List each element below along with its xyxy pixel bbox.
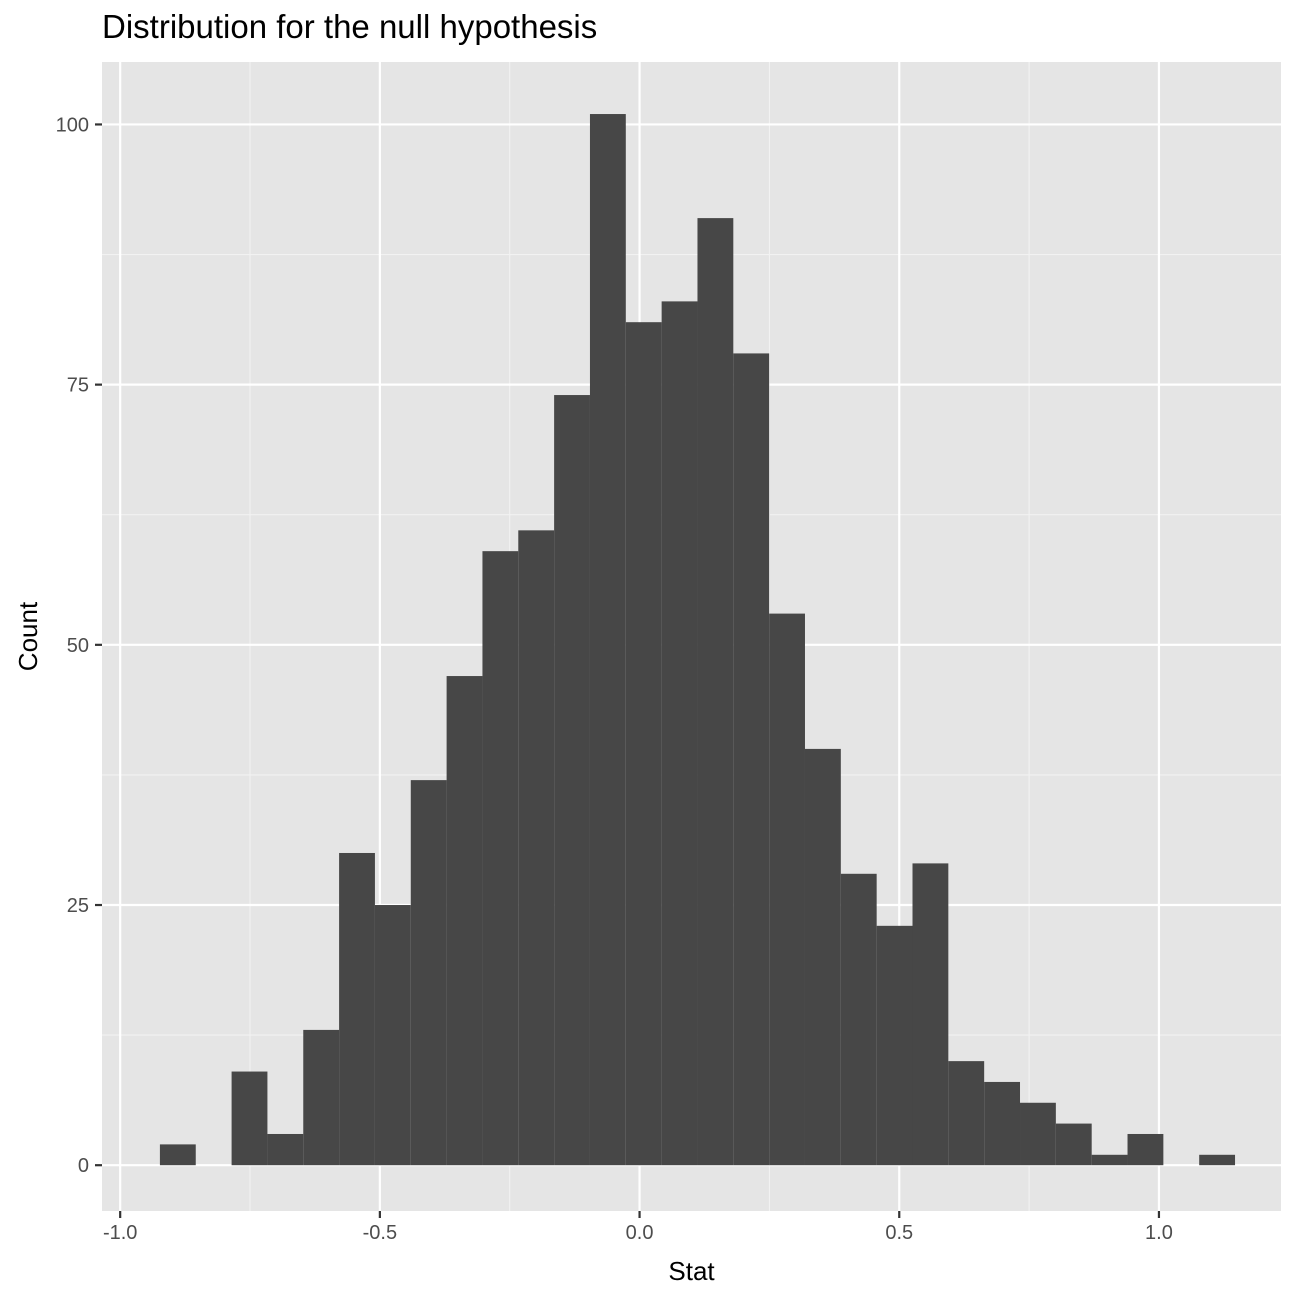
histogram-bar (733, 353, 770, 1166)
histogram-bar (769, 613, 805, 1166)
histogram-bar (697, 218, 734, 1166)
y-tick-label: 100 (56, 114, 89, 136)
histogram-bar (267, 1133, 304, 1166)
x-tick-label: 0.5 (885, 1222, 913, 1244)
histogram-bar (804, 748, 841, 1166)
histogram-bar (446, 676, 483, 1166)
x-tick-label: 1.0 (1145, 1222, 1173, 1244)
histogram-bar (374, 905, 411, 1166)
histogram-bars (159, 114, 1236, 1166)
x-axis: -1.0 -0.5 0.0 0.5 1.0 (103, 1211, 1173, 1244)
histogram-bar (948, 1061, 985, 1166)
y-tick-label: 50 (67, 635, 89, 657)
histogram-bar (339, 852, 375, 1166)
histogram-bar (1055, 1123, 1092, 1166)
histogram-bar (518, 530, 555, 1166)
histogram-bar (1199, 1154, 1236, 1166)
histogram-bar (840, 873, 877, 1166)
histogram-bar (159, 1144, 196, 1166)
histogram-bar (912, 863, 949, 1166)
y-tick-label: 25 (67, 895, 89, 917)
histogram-bar (410, 780, 447, 1166)
x-tick-label: 0.0 (626, 1222, 654, 1244)
y-axis-title: Count (13, 601, 43, 671)
histogram-bar (589, 114, 626, 1166)
histogram-bar (1091, 1154, 1128, 1166)
x-tick-label: -1.0 (103, 1222, 137, 1244)
histogram-bar (984, 1081, 1021, 1166)
histogram-bar (1127, 1133, 1164, 1166)
histogram-bar (1020, 1102, 1056, 1166)
histogram-bar (661, 301, 698, 1166)
y-tick-label: 75 (67, 375, 89, 397)
y-tick-label: 0 (78, 1155, 89, 1177)
x-tick-label: -0.5 (363, 1222, 397, 1244)
histogram-bar (876, 925, 913, 1166)
histogram-bar (554, 395, 590, 1166)
histogram-bar (231, 1071, 268, 1166)
y-axis: 0 25 50 75 100 (56, 114, 102, 1177)
x-axis-title: Stat (668, 1256, 715, 1286)
histogram-bar (303, 1029, 340, 1166)
histogram-bar (482, 551, 519, 1166)
chart-title: Distribution for the null hypothesis (102, 8, 598, 45)
histogram-bar (625, 322, 662, 1166)
